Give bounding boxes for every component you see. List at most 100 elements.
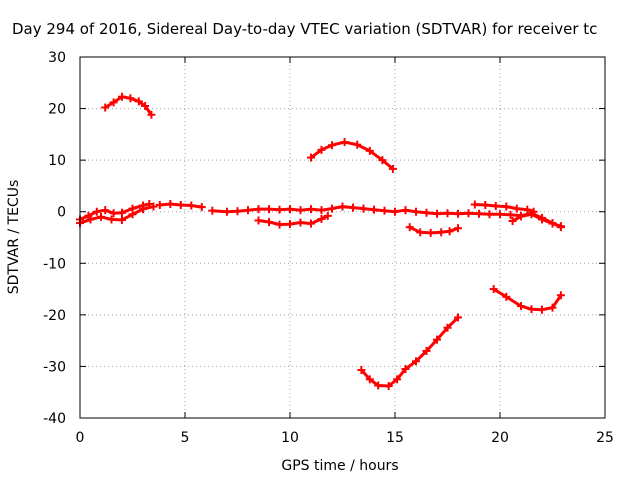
data-point [359, 204, 368, 213]
data-point [556, 291, 565, 300]
grid [80, 57, 605, 418]
data-point [92, 207, 101, 216]
data-point [101, 206, 110, 215]
data-point [401, 206, 410, 215]
data-point [118, 208, 126, 217]
data-point [265, 205, 273, 214]
data-point [365, 146, 374, 155]
data-point [149, 202, 158, 211]
data-point [275, 220, 284, 229]
data-point [244, 206, 252, 215]
data-point [349, 203, 357, 212]
data-point [393, 375, 402, 384]
data-point [176, 201, 185, 210]
data-point [197, 203, 206, 212]
data-point [527, 305, 536, 314]
data-point [454, 224, 462, 233]
data-point [307, 153, 315, 162]
y-tick-label: -30 [43, 359, 66, 375]
data-point [147, 110, 156, 119]
y-ticks: -40 -30 -20 -10 0 10 20 30 [43, 50, 605, 427]
data-point [464, 209, 473, 218]
data-point [506, 210, 515, 219]
data-point [508, 216, 517, 225]
data-point [126, 94, 135, 103]
data-point [166, 199, 175, 208]
data-point [485, 210, 494, 219]
series-arc-8 [405, 223, 462, 237]
data-point [338, 202, 347, 211]
plot-frame [79, 56, 606, 419]
series-arc-7 [254, 211, 332, 229]
data-point [412, 207, 420, 216]
data-point [275, 205, 284, 214]
series-arc-10 [508, 210, 565, 231]
data-point [523, 205, 532, 214]
data-point [454, 209, 462, 218]
data-point [286, 220, 294, 229]
data-point [370, 205, 378, 214]
data-point [86, 215, 95, 224]
data-point [548, 219, 557, 228]
data-point [496, 210, 504, 219]
data-point [489, 285, 498, 294]
data-point [491, 202, 500, 211]
series-line [492, 287, 563, 312]
data-point [416, 228, 425, 237]
y-tick-label: 10 [48, 153, 66, 169]
data-point [187, 201, 196, 210]
data-point [223, 207, 231, 216]
data-point [437, 228, 446, 237]
x-tick-label: 5 [181, 430, 190, 446]
data-point [454, 313, 462, 322]
data-point [353, 140, 362, 149]
data-point [405, 223, 414, 232]
data-point [401, 365, 410, 374]
data-point [380, 206, 389, 215]
data-point [422, 346, 431, 355]
data-point [443, 323, 452, 332]
data-point [378, 156, 387, 165]
y-tick-label: 0 [57, 205, 66, 221]
data-point [443, 209, 452, 218]
data-point [233, 207, 242, 216]
data-point [470, 200, 479, 209]
data-point [139, 205, 147, 214]
data-point [323, 211, 332, 220]
series-arc-11 [357, 313, 462, 391]
y-tick-label: 30 [48, 50, 66, 66]
data-point [475, 209, 483, 218]
data-point [317, 214, 326, 223]
data-point [118, 92, 126, 101]
x-tick-label: 15 [386, 430, 404, 446]
data-point [208, 206, 217, 215]
series-line [210, 205, 563, 229]
x-tick-label: 0 [76, 430, 85, 446]
series-layer [76, 92, 565, 391]
data-point [517, 212, 525, 221]
data-point [538, 305, 546, 314]
data-point [296, 218, 305, 227]
data-point [412, 357, 420, 366]
x-tick-label: 25 [596, 430, 614, 446]
data-point [155, 201, 164, 210]
data-point [502, 202, 511, 211]
data-point [109, 98, 118, 107]
data-point [512, 204, 521, 213]
data-point [254, 205, 263, 214]
x-tick-label: 10 [281, 430, 299, 446]
data-point [357, 366, 366, 375]
chart-title: Day 294 of 2016, Sidereal Day-to-day VTE… [12, 20, 597, 38]
data-point [328, 141, 336, 150]
data-point [374, 381, 383, 390]
data-point [481, 201, 490, 210]
data-point [391, 207, 399, 216]
y-tick-label: -40 [43, 411, 66, 427]
data-point [433, 335, 441, 344]
data-point [502, 292, 511, 301]
data-point [527, 210, 536, 219]
y-tick-label: 20 [48, 102, 66, 118]
data-point [97, 212, 105, 221]
data-point [254, 216, 263, 225]
